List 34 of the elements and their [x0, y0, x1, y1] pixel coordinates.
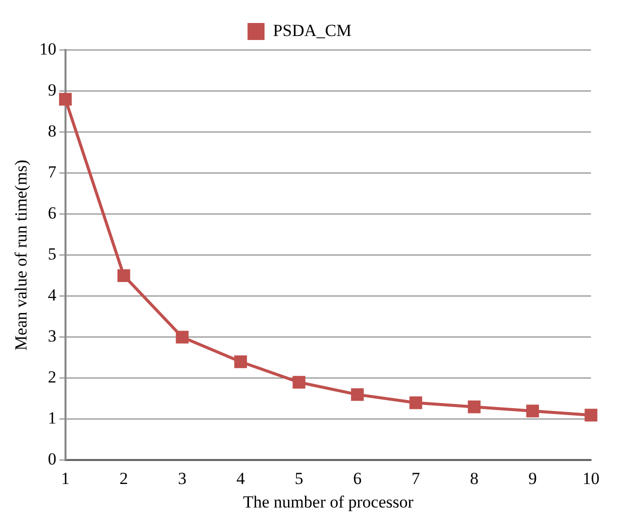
- y-tick-label: 1: [48, 408, 56, 428]
- x-tick-label: 1: [61, 468, 70, 488]
- point: [468, 400, 481, 414]
- x-tick-label: 8: [470, 468, 478, 488]
- point: [584, 408, 598, 422]
- legend-label: PSDA_CM: [273, 20, 352, 40]
- x-tick-label: 10: [582, 468, 600, 488]
- x-tick-label: 7: [412, 468, 421, 488]
- y-tick-label: 9: [48, 80, 56, 100]
- y-axis-title: Mean value of run time(ms): [12, 160, 31, 350]
- y-tick-label: 4: [48, 286, 57, 305]
- point: [176, 330, 189, 344]
- y-tick-label: 2: [48, 368, 56, 387]
- x-tick-label: 9: [528, 468, 537, 488]
- y-tick-label: 5: [48, 244, 56, 264]
- x-tick-label: 5: [294, 468, 304, 488]
- point: [234, 355, 247, 368]
- x-axis-title: The number of processor: [242, 492, 414, 512]
- y-tick-label: 10: [39, 39, 56, 58]
- point: [59, 92, 72, 106]
- point: [292, 376, 306, 389]
- y-tick-label: 6: [48, 204, 56, 223]
- y-tick-label: 8: [48, 122, 56, 141]
- point: [409, 396, 422, 410]
- x-tick-label: 2: [120, 468, 128, 488]
- x-tick-label: 3: [178, 468, 186, 488]
- point: [526, 404, 539, 418]
- y-tick-label: 3: [48, 326, 56, 346]
- x-tick-label: 6: [353, 468, 362, 488]
- y-tick-label: 0: [48, 450, 56, 469]
- point: [351, 388, 364, 401]
- x-tick-label: 4: [236, 468, 246, 488]
- y-tick-label: 7: [48, 162, 57, 182]
- point: [117, 269, 130, 282]
